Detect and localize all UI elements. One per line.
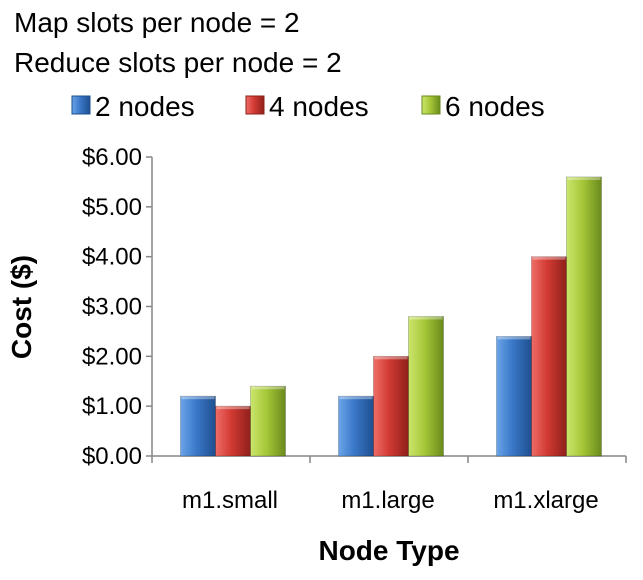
bar-m1-xlarge-2-nodes [496,335,532,457]
x-category-label: m1.large [341,487,434,514]
x-category-label: m1.small [182,487,278,514]
legend-label-2-nodes: 2 nodes [95,91,195,122]
y-tick-label: $4.00 [82,244,142,271]
x-category-label: m1.xlarge [493,487,598,514]
y-tick-label: $6.00 [82,144,142,171]
bar-m1-large-4-nodes [373,355,409,457]
bar-highlight [374,356,408,360]
bar-highlight [532,256,566,260]
bar-m1-xlarge-6-nodes [566,176,602,457]
y-tick-label: $5.00 [82,194,142,221]
bar-highlight [181,396,215,400]
legend-label-4-nodes: 4 nodes [269,91,369,122]
legend-swatch-2-nodes [71,95,91,115]
y-tick-label: $3.00 [82,294,142,321]
bar-m1-small-4-nodes [215,405,251,457]
legend: 2 nodes 4 nodes 6 nodes [71,91,545,122]
y-tick-label: $2.00 [82,343,142,370]
annotation-map-slots: Map slots per node = 2 [14,7,300,38]
bar-highlight [251,386,285,390]
y-tick-label: $1.00 [82,393,142,420]
legend-swatch-4-nodes [245,95,265,115]
bar-m1-large-6-nodes [408,316,444,457]
bar-highlight [339,396,373,400]
annotation-reduce-slots: Reduce slots per node = 2 [14,47,342,78]
legend-label-6-nodes: 6 nodes [445,91,545,122]
y-axis-title: Cost ($) [6,255,37,359]
legend-swatch-6-nodes [421,95,441,115]
y-tick-label: $0.00 [82,443,142,470]
x-axis-title: Node Type [318,535,459,566]
axis-labels: $0.00 $1.00 $2.00 $3.00 $4.00 $5.00 $6.00 m1.sm… [82,144,599,514]
bar-m1-xlarge-4-nodes [531,256,567,457]
bar-m1-large-2-nodes [338,395,374,457]
bar-highlight [216,406,250,410]
bar-m1-small-6-nodes [250,385,286,457]
bars [180,176,602,457]
bar-highlight [497,336,531,340]
bar-m1-small-2-nodes [180,395,216,457]
bar-highlight [409,316,443,320]
bar-highlight [567,176,601,180]
